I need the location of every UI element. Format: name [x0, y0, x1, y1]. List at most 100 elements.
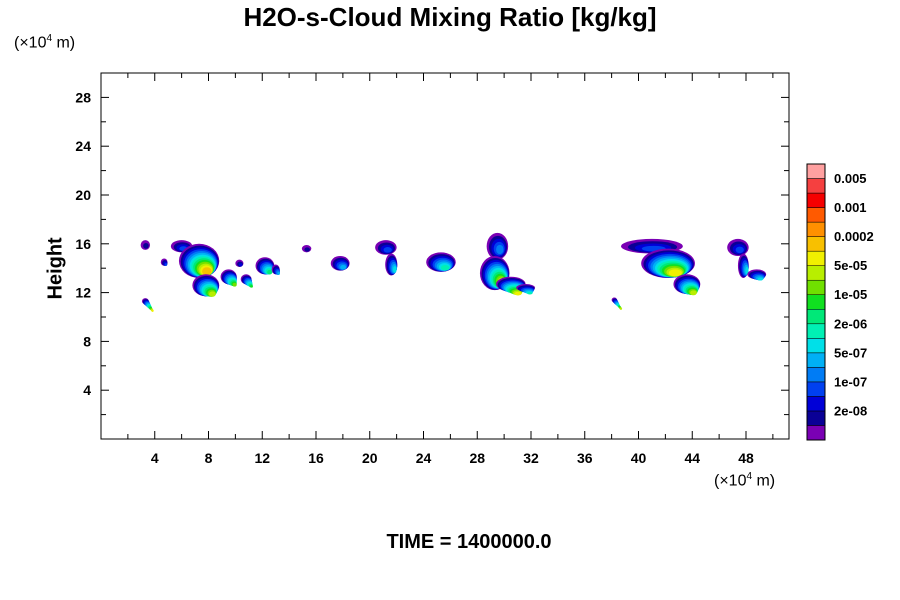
colorbar-swatch [806, 367, 826, 383]
cloud-blob [385, 253, 398, 276]
x-axis-unit: (×104 m) [714, 471, 776, 490]
x-tick-label: 36 [577, 450, 593, 466]
colorbar-swatch [806, 163, 826, 179]
colorbar: 0.005 0.001 0.0002 5e-05 1e-05 2e-06 5e-07 1e-0… [806, 163, 874, 441]
chart-title: H2O-s-Cloud Mixing Ratio [kg/kg] [243, 2, 657, 32]
colorbar-swatch [806, 294, 826, 310]
cloud-blob [426, 252, 456, 272]
y-tick-label: 20 [75, 187, 91, 203]
cloud-blob [240, 274, 253, 288]
colorbar-frame [806, 163, 826, 441]
cloud-blob [192, 274, 220, 297]
cloud-contour [383, 247, 392, 253]
cloud-blob [727, 238, 749, 256]
colorbar-swatch [806, 207, 826, 223]
time-label: TIME = 1400000.0 [386, 531, 552, 553]
cloud-contour [690, 290, 697, 296]
colorbar-swatch [806, 279, 826, 295]
cloud-blob [486, 232, 509, 260]
colorbar-swatch [806, 338, 826, 354]
y-tick-label: 28 [75, 89, 91, 105]
cloud-field [140, 232, 767, 312]
cloud-blob [235, 259, 244, 267]
cloud-contour [209, 291, 216, 297]
x-tick-label: 12 [254, 450, 270, 466]
colorbar-swatch [806, 410, 826, 426]
y-tick-label: 12 [75, 285, 91, 301]
cloud-blob [747, 269, 767, 281]
cloud-blob [160, 258, 168, 266]
colorbar-swatch [806, 192, 826, 208]
cloud-contour [440, 264, 450, 271]
colorbar-label: 0.005 [834, 171, 867, 186]
colorbar-swatch [806, 236, 826, 252]
cloud-contour [735, 246, 744, 254]
colorbar-label: 0.001 [834, 200, 867, 215]
cloud-contour [340, 265, 347, 270]
y-tick-label: 16 [75, 236, 91, 252]
plot-frame [100, 72, 790, 440]
cloud-blob [301, 245, 312, 253]
cloud-blob [611, 297, 623, 310]
cloud-contour [143, 242, 149, 249]
cloud-contour [238, 263, 243, 267]
colorbar-swatch [806, 381, 826, 397]
cloud-contour [232, 282, 237, 287]
cloud-contour [496, 244, 504, 255]
colorbar-swatch [806, 323, 826, 339]
cloud-contour [668, 269, 682, 277]
cloud-blob [641, 248, 695, 278]
x-tick-label: 40 [631, 450, 647, 466]
y-axis-unit: (×104 m) [14, 33, 76, 52]
cloud-contour [164, 263, 168, 266]
colorbar-label: 2e-06 [834, 316, 867, 331]
cloud-blob [330, 256, 350, 271]
colorbar-swatch [806, 178, 826, 194]
cloud-contour [757, 277, 764, 281]
cloud-blob [178, 243, 220, 278]
cloud-blob [220, 269, 237, 287]
colorbar-label: 1e-07 [834, 374, 867, 389]
cloud-contour [151, 309, 154, 312]
colorbar-swatch [806, 221, 826, 237]
cloud-contour [250, 285, 253, 288]
colorbar-swatch [806, 250, 826, 266]
cloud-contour [202, 267, 212, 276]
x-tick-label: 20 [362, 450, 378, 466]
colorbar-label: 1e-05 [834, 287, 867, 302]
x-tick-label: 16 [308, 450, 324, 466]
x-tick-label: 32 [523, 450, 539, 466]
colorbar-swatch [806, 396, 826, 412]
colorbar-swatch [806, 265, 826, 281]
x-tick-label: 24 [416, 450, 432, 466]
cloud-contour [304, 247, 310, 252]
colorbar-label: 0.0002 [834, 229, 874, 244]
cloud-blob [255, 257, 275, 275]
colorbar-swatch [806, 352, 826, 368]
y-tick-label: 4 [83, 382, 91, 398]
cloud-contour [527, 292, 533, 295]
colorbar-swatch [806, 425, 826, 441]
x-tick-label: 44 [684, 450, 700, 466]
cloud-contour [393, 266, 397, 273]
cloud-blob [516, 284, 536, 295]
x-tick-label: 28 [469, 450, 485, 466]
x-tick-label: 8 [205, 450, 213, 466]
colorbar-label: 5e-05 [834, 258, 867, 273]
cloud-contour [267, 269, 273, 275]
cloud-blob [737, 253, 749, 278]
cloud-contour [745, 266, 749, 275]
colorbar-label: 5e-07 [834, 345, 867, 360]
x-tick-label: 4 [151, 450, 159, 466]
y-tick-label: 24 [75, 138, 91, 154]
x-tick-label: 48 [738, 450, 754, 466]
cloud-blob [375, 240, 397, 255]
cloud-contour [277, 271, 280, 275]
cloud-contour [514, 291, 522, 296]
cloud-blob [141, 298, 154, 312]
colorbar-label: 2e-08 [834, 403, 867, 418]
cloud-blob [140, 240, 151, 250]
cloud-blob [673, 274, 701, 296]
